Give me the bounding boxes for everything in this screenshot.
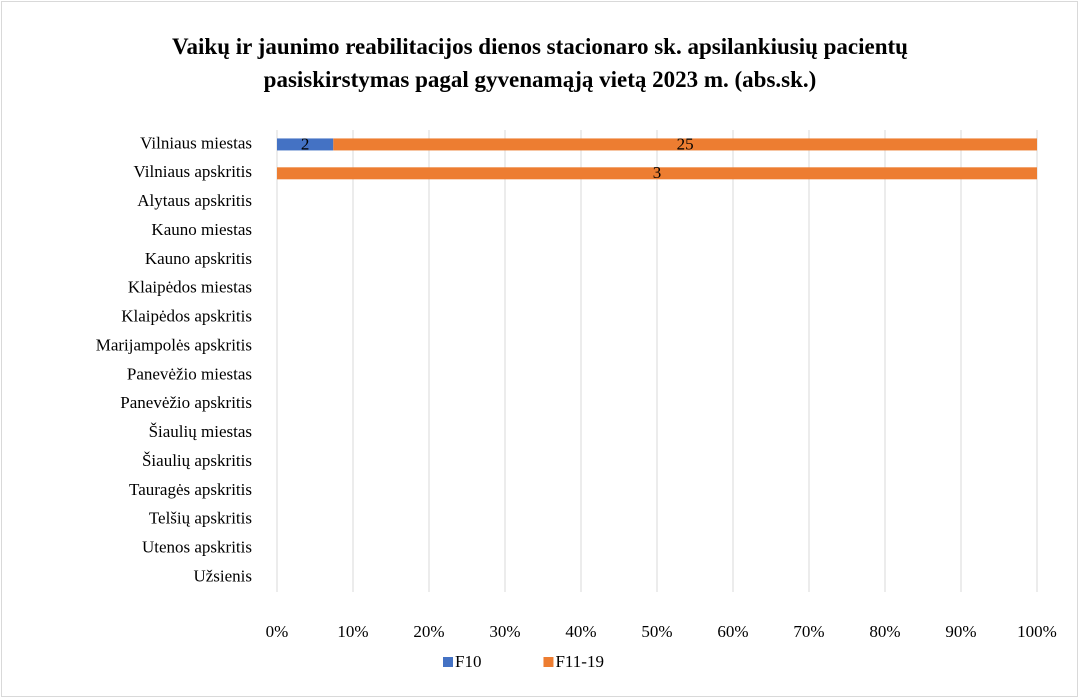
x-tick-label: 80% (869, 622, 900, 641)
y-tick-label: Kauno apskritis (145, 249, 252, 268)
bar-segment (277, 138, 334, 151)
y-tick-label: Panevėžio miestas (127, 364, 252, 383)
y-tick-label: Alytaus apskritis (137, 191, 252, 210)
y-tick-label: Klaipėdos miestas (128, 278, 252, 297)
y-tick-label: Vilniaus miestas (140, 133, 252, 152)
x-tick-label: 60% (717, 622, 748, 641)
legend-label: F10 (455, 652, 481, 671)
data-label: 2 (301, 134, 310, 153)
y-tick-label: Vilniaus apskritis (134, 162, 252, 181)
x-tick-label: 0% (266, 622, 289, 641)
x-tick-label: 90% (945, 622, 976, 641)
x-tick-label: 100% (1017, 622, 1057, 641)
y-tick-label: Kauno miestas (151, 220, 252, 239)
y-tick-label: Užsienis (193, 566, 252, 585)
legend-swatch (543, 657, 554, 667)
bar-segment (277, 167, 1037, 180)
x-tick-label: 50% (641, 622, 672, 641)
x-tick-label: 70% (793, 622, 824, 641)
y-tick-label: Panevėžio apskritis (120, 393, 252, 412)
data-label: 3 (653, 163, 662, 182)
y-tick-label: Utenos apskritis (142, 538, 252, 557)
y-tick-label: Tauragės apskritis (129, 480, 252, 499)
x-tick-label: 20% (413, 622, 444, 641)
bar-segment (333, 138, 1038, 151)
y-tick-label: Klaipėdos apskritis (121, 307, 252, 326)
x-tick-label: 30% (489, 622, 520, 641)
legend-label: F11-19 (555, 652, 604, 671)
x-tick-label: 10% (337, 622, 368, 641)
y-tick-label: Šiaulių apskritis (142, 451, 252, 470)
y-tick-label: Marijampolės apskritis (96, 335, 252, 354)
data-label: 25 (677, 134, 694, 153)
chart-title: Vaikų ir jaunimo reabilitacijos dienos s… (172, 34, 908, 92)
y-tick-label: Telšių apskritis (149, 509, 252, 528)
x-tick-label: 40% (565, 622, 596, 641)
y-tick-label: Šiaulių miestas (149, 422, 252, 441)
legend-swatch (443, 657, 453, 667)
